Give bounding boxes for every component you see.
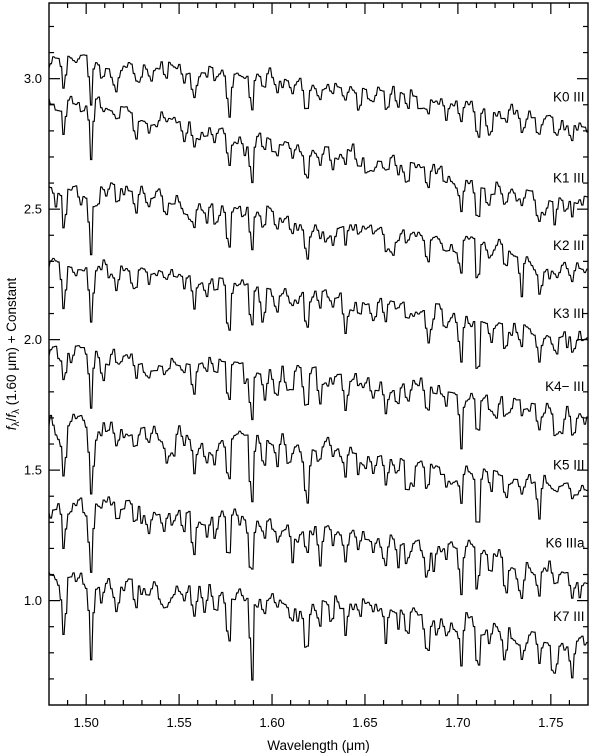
spectrum-K6-IIIa (48, 496, 588, 599)
axis-labels: 1.50 1.55 1.60 1.65 1.70 1.75 1.0 1.5 2.0 2.5 3.0 K… (24, 71, 585, 730)
plot-border (48, 2, 589, 706)
x-tick-label: 1.70 (445, 715, 470, 730)
series-label-K4−-III: K4− III (545, 379, 584, 394)
y-tick-label: 2.0 (24, 332, 42, 347)
spectrum-K0-III (48, 54, 588, 142)
spectrum-K5-III (48, 413, 588, 523)
spectrum-K4−-III (48, 345, 588, 450)
x-tick-label: 1.60 (259, 715, 284, 730)
series-label-K6-IIIa: K6 IIIa (545, 536, 585, 551)
spectrum-K3-III (48, 257, 588, 369)
series-label-K3-III: K3 III (553, 306, 585, 321)
x-tick-label: 1.50 (74, 715, 99, 730)
x-tick-label: 1.75 (538, 715, 563, 730)
y-tick-label: 1.0 (24, 593, 42, 608)
series-label-K0-III: K0 III (553, 89, 585, 104)
plot-frame (48, 2, 589, 706)
axis-ticks (49, 3, 588, 705)
series-label-K7-III: K7 III (553, 609, 585, 624)
x-tick-label: 1.65 (352, 715, 377, 730)
y-tick-label: 1.5 (24, 463, 42, 478)
y-tick-label: 2.5 (24, 202, 42, 217)
series-label-K2-III: K2 III (553, 238, 585, 253)
spectra-lines (48, 54, 588, 681)
spectrum-K1-III (48, 95, 588, 226)
spectrum-K7-III (48, 571, 588, 681)
x-tick-label: 1.55 (166, 715, 191, 730)
x-axis-title: Wavelength (μm) (267, 738, 370, 753)
series-label-K1-III: K1 III (553, 170, 585, 185)
spectrum-K2-III (48, 182, 588, 298)
y-tick-label: 3.0 (24, 71, 42, 86)
y-axis-title: fλ​/fλ​ (1.60 μm) + Constant (4, 278, 22, 431)
series-label-K5-III: K5 III (553, 457, 585, 472)
